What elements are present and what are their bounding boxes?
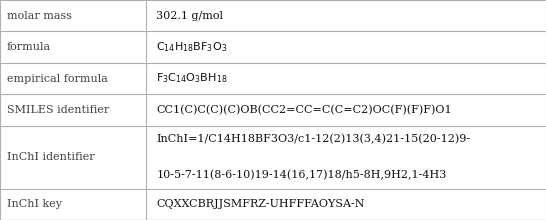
Bar	[0, 63, 146, 94]
Text: $\mathregular{C_{14}H_{18}BF_{3}O_{3}}$: $\mathregular{C_{14}H_{18}BF_{3}O_{3}}$	[156, 40, 228, 54]
Text: $\mathregular{F_{3}C_{14}O_{3}BH_{18}}$: $\mathregular{F_{3}C_{14}O_{3}BH_{18}}$	[156, 72, 228, 86]
Text: empirical formula: empirical formula	[7, 73, 108, 84]
Text: InChI identifier: InChI identifier	[7, 152, 94, 162]
Text: 302.1 g/mol: 302.1 g/mol	[156, 11, 223, 21]
Text: SMILES identifier: SMILES identifier	[7, 105, 109, 115]
Bar	[146, 31, 546, 63]
Bar	[146, 0, 546, 31]
Text: molar mass: molar mass	[7, 11, 72, 21]
Text: CC1(C)C(C)(C)OB(CC2=CC=C(C=C2)OC(F)(F)F)O1: CC1(C)C(C)(C)OB(CC2=CC=C(C=C2)OC(F)(F)F)…	[156, 105, 452, 115]
Text: InChI=1/C14H18BF3O3/c1-12(2)13(3,4)21-15(20-12)9-: InChI=1/C14H18BF3O3/c1-12(2)13(3,4)21-15…	[156, 134, 470, 145]
Bar	[146, 63, 546, 94]
Bar	[146, 126, 546, 189]
Bar	[0, 0, 146, 31]
Bar	[0, 31, 146, 63]
Text: 10-5-7-11(8-6-10)19-14(16,17)18/h5-8H,9H2,1-4H3: 10-5-7-11(8-6-10)19-14(16,17)18/h5-8H,9H…	[156, 170, 447, 180]
Bar	[0, 94, 146, 126]
Text: InChI key: InChI key	[7, 199, 62, 209]
Bar	[146, 94, 546, 126]
Bar	[146, 189, 546, 220]
Text: CQXXCBRJJSMFRZ-UHFFFAOYSA-N: CQXXCBRJJSMFRZ-UHFFFAOYSA-N	[156, 199, 365, 209]
Bar	[0, 126, 146, 189]
Text: formula: formula	[7, 42, 51, 52]
Bar	[0, 189, 146, 220]
